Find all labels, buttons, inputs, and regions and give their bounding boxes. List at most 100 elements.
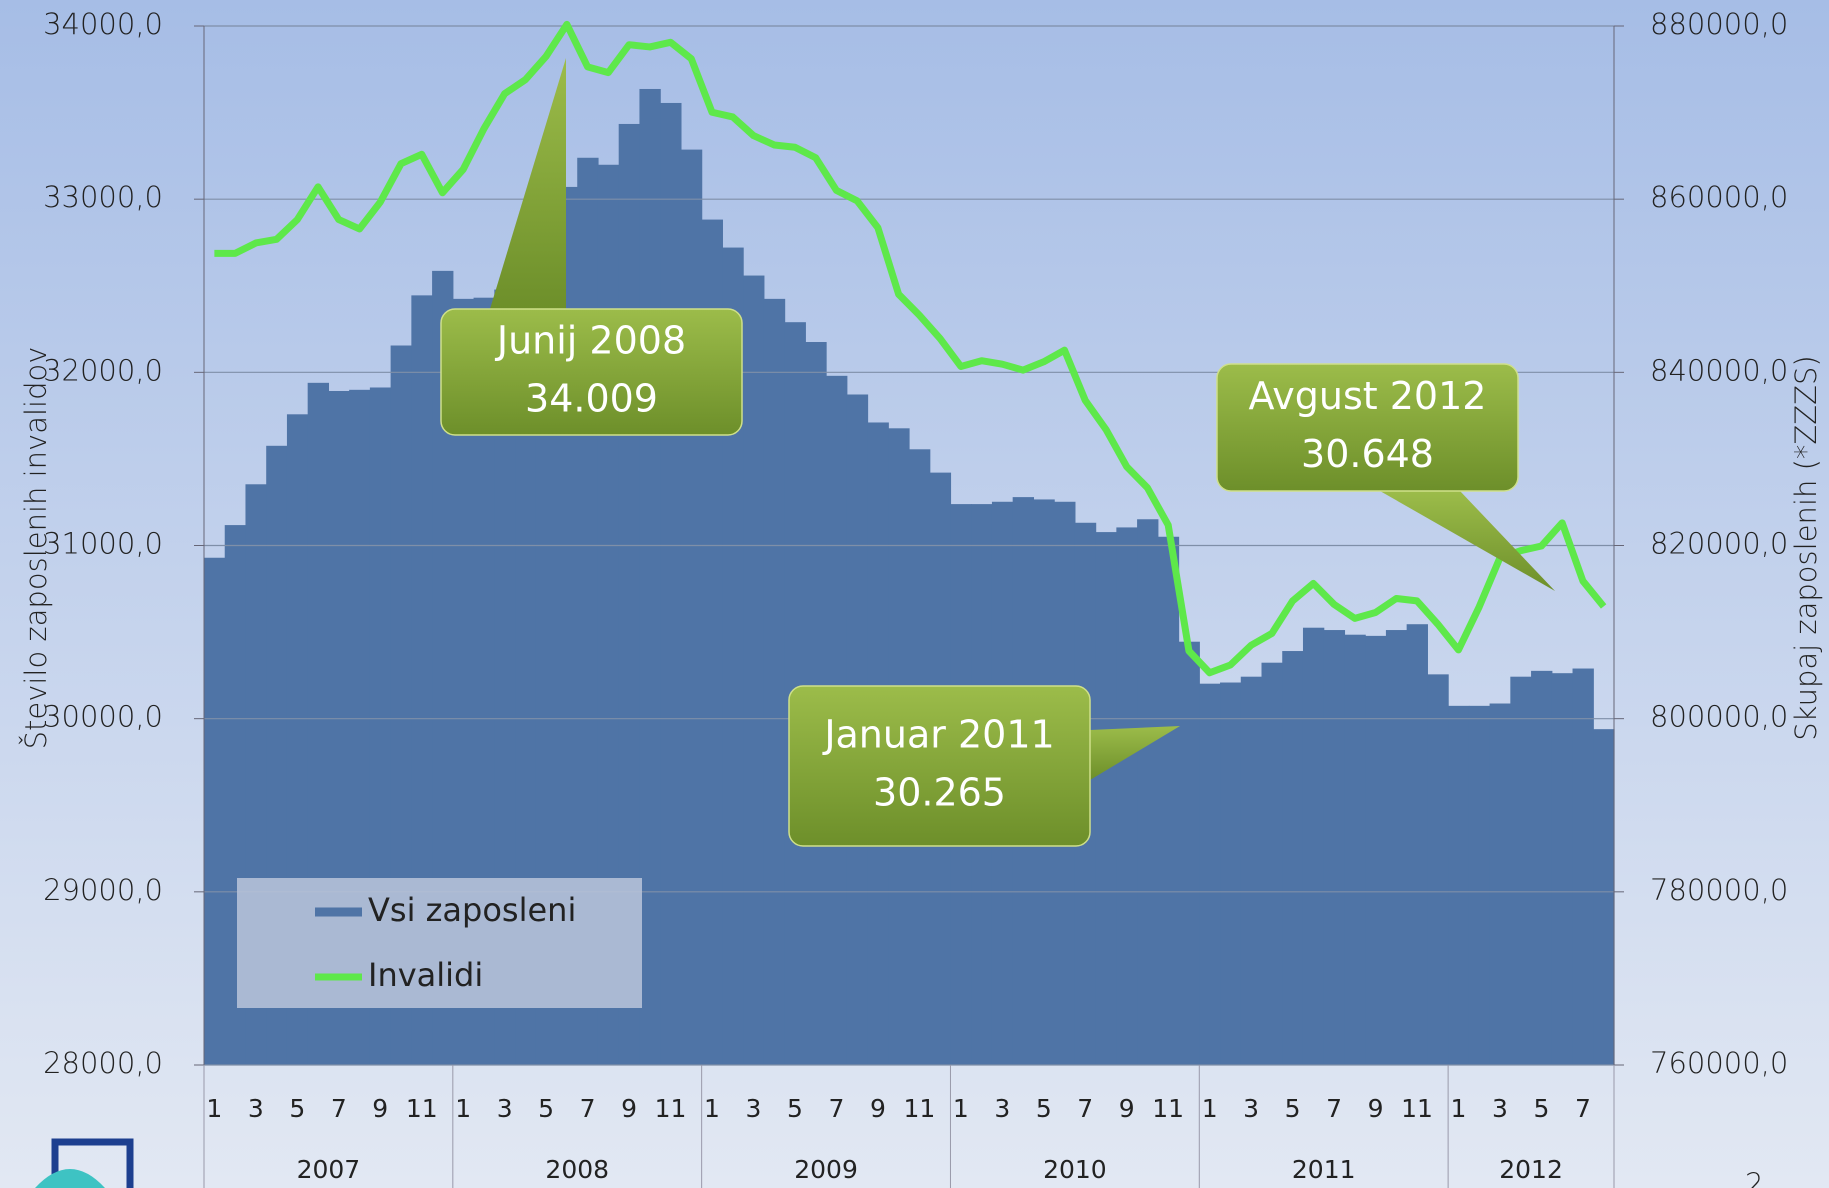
x-tick-label: 3 <box>497 1094 513 1123</box>
callout-box <box>440 308 743 436</box>
page-number: 2 <box>1745 1167 1763 1188</box>
x-tick-label: 3 <box>1243 1094 1259 1123</box>
area-step <box>1240 676 1263 1065</box>
area-step <box>1261 662 1283 1065</box>
x-tick-label: 9 <box>621 1094 637 1123</box>
area-step <box>411 295 433 1066</box>
area-step <box>432 270 454 1065</box>
y2-axis-title: Skupaj zaposlenih (*ZZZS) <box>1789 355 1823 740</box>
x-tick-label: 11 <box>655 1094 687 1123</box>
annotation: Avgust 2012 <box>1249 374 1487 418</box>
area-step <box>722 247 744 1065</box>
x-tick-label: 5 <box>538 1094 554 1123</box>
year-label: 2010 <box>1043 1155 1107 1184</box>
x-tick-label: 11 <box>903 1094 935 1123</box>
x-tick-label: 7 <box>331 1094 347 1123</box>
area-step <box>1199 683 1221 1065</box>
area-step <box>743 275 765 1065</box>
x-tick-label: 1 <box>455 1094 471 1123</box>
area-step <box>1572 668 1594 1065</box>
annotation: Junij 2008 <box>495 319 686 363</box>
x-tick-label: 7 <box>580 1094 596 1123</box>
x-tick-label: 5 <box>1533 1094 1549 1123</box>
x-tick-label: 3 <box>994 1094 1010 1123</box>
area-step <box>1551 673 1574 1065</box>
area-step <box>1344 634 1366 1065</box>
x-tick-label: 3 <box>248 1094 264 1123</box>
callout-pointer <box>1380 491 1555 591</box>
area-step <box>473 297 495 1065</box>
x-tick-label: 3 <box>746 1094 762 1123</box>
x-tick-label: 7 <box>1326 1094 1342 1123</box>
year-label: 2007 <box>297 1155 361 1184</box>
x-tick-label: 9 <box>1119 1094 1135 1123</box>
area-step <box>1178 641 1200 1065</box>
x-tick-label: 9 <box>372 1094 388 1123</box>
x-tick-label: 5 <box>1285 1094 1301 1123</box>
y2-tick-label: 820000,0 <box>1650 527 1788 561</box>
area-step <box>1448 705 1470 1065</box>
y-tick-label: 31000,0 <box>43 527 163 561</box>
x-tick-label: 5 <box>289 1094 305 1123</box>
y2-tick-label: 800000,0 <box>1650 700 1788 734</box>
y-tick-label: 28000,0 <box>43 1046 163 1080</box>
x-tick-label: 3 <box>1492 1094 1508 1123</box>
area-step <box>494 289 516 1065</box>
year-label: 2008 <box>545 1155 609 1184</box>
area-step <box>1095 532 1117 1065</box>
callout-box <box>788 685 1091 847</box>
area-step <box>452 298 475 1065</box>
area-step <box>1157 536 1180 1065</box>
area-step <box>1137 519 1159 1065</box>
area-step <box>204 557 226 1065</box>
x-tick-label: 1 <box>953 1094 969 1123</box>
area-step <box>639 88 661 1066</box>
x-tick-label: 11 <box>1152 1094 1184 1123</box>
year-label: 2009 <box>794 1155 858 1184</box>
x-tick-label: 11 <box>406 1094 438 1123</box>
y-tick-label: 34000,0 <box>43 7 163 41</box>
area-step <box>1323 630 1346 1065</box>
y-tick-label: 32000,0 <box>43 353 163 387</box>
y-axis-title: Število zaposlenih invalidov <box>19 347 53 750</box>
area-step <box>1427 674 1449 1065</box>
legend-label: Vsi zaposleni <box>368 891 576 929</box>
x-tick-label: 9 <box>870 1094 886 1123</box>
area-step <box>1385 630 1408 1065</box>
annotation: 30.648 <box>1301 432 1434 476</box>
area-step <box>1468 705 1491 1065</box>
x-tick-label: 5 <box>1036 1094 1052 1123</box>
area-step <box>1282 651 1304 1065</box>
area-step <box>1116 527 1138 1065</box>
annotation: 34.009 <box>525 377 658 421</box>
area-step <box>763 298 786 1065</box>
y2-tick-label: 860000,0 <box>1650 180 1788 214</box>
callout-pointer <box>490 58 566 309</box>
area-step <box>1489 703 1511 1065</box>
x-tick-label: 1 <box>704 1094 720 1123</box>
callout-pointer <box>1090 726 1180 780</box>
y-tick-label: 33000,0 <box>43 180 163 214</box>
x-tick-label: 1 <box>1202 1094 1218 1123</box>
line <box>214 20 1607 677</box>
callout-box <box>1216 363 1519 492</box>
x-tick-label: 7 <box>1575 1094 1591 1123</box>
area-step <box>535 227 558 1066</box>
y-tick-label: 30000,0 <box>43 700 163 734</box>
legend-box <box>237 878 642 1008</box>
x-tick-label: 1 <box>1451 1094 1467 1123</box>
area-step <box>1220 682 1242 1065</box>
area-step <box>515 254 537 1066</box>
area-step <box>1302 627 1325 1065</box>
x-tick-label: 1 <box>206 1094 222 1123</box>
annotation: 30.265 <box>873 771 1006 815</box>
area-step <box>680 149 703 1065</box>
y2-tick-label: 780000,0 <box>1650 873 1788 907</box>
y2-tick-label: 840000,0 <box>1650 353 1788 387</box>
year-label: 2012 <box>1499 1155 1563 1184</box>
area-step <box>1365 635 1387 1065</box>
year-label: 2011 <box>1292 1155 1356 1184</box>
x-tick-label: 11 <box>1401 1094 1433 1123</box>
y2-tick-label: 880000,0 <box>1650 7 1788 41</box>
